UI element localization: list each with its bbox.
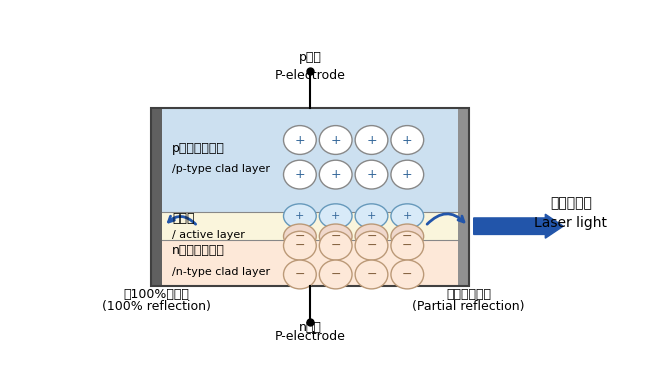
Text: (100% reflection): (100% reflection)	[102, 300, 211, 313]
Text: P-electrode: P-electrode	[275, 69, 346, 82]
Text: +: +	[331, 168, 341, 181]
Ellipse shape	[284, 126, 316, 154]
Text: +: +	[402, 168, 412, 181]
Text: +: +	[295, 211, 304, 221]
Text: /n-type clad layer: /n-type clad layer	[172, 267, 270, 277]
Text: +: +	[331, 211, 341, 221]
Text: n電極: n電極	[299, 321, 321, 334]
Ellipse shape	[319, 126, 352, 154]
Bar	[150, 108, 162, 285]
Bar	[459, 108, 469, 285]
Text: /p-type clad layer: /p-type clad layer	[172, 164, 270, 174]
Text: −: −	[402, 268, 412, 281]
Text: p型クラッド層: p型クラッド層	[172, 142, 225, 155]
Ellipse shape	[355, 160, 388, 189]
Bar	[162, 240, 459, 285]
Text: (Partial reflection): (Partial reflection)	[412, 300, 525, 313]
Text: −: −	[331, 268, 341, 281]
Ellipse shape	[284, 160, 316, 189]
Ellipse shape	[391, 126, 424, 154]
Text: Laser light: Laser light	[535, 216, 607, 230]
Text: レーザー光: レーザー光	[550, 197, 592, 211]
Ellipse shape	[319, 160, 352, 189]
Ellipse shape	[355, 126, 388, 154]
Ellipse shape	[355, 231, 388, 260]
Text: / active layer: / active layer	[172, 230, 245, 240]
Text: +: +	[402, 133, 412, 147]
Text: +: +	[331, 133, 341, 147]
Text: +: +	[366, 133, 377, 147]
Text: （100%反射）: （100%反射）	[123, 288, 189, 301]
Text: +: +	[366, 168, 377, 181]
Text: +: +	[403, 211, 412, 221]
Text: （一部反射）: （一部反射）	[446, 288, 491, 301]
Bar	[162, 212, 459, 240]
Ellipse shape	[391, 260, 424, 289]
Ellipse shape	[355, 204, 388, 229]
Ellipse shape	[319, 260, 352, 289]
Text: n型クラッド層: n型クラッド層	[172, 245, 225, 257]
Text: −: −	[294, 239, 305, 252]
Text: −: −	[366, 230, 377, 243]
Bar	[162, 108, 459, 212]
Text: −: −	[331, 239, 341, 252]
Ellipse shape	[284, 231, 316, 260]
Ellipse shape	[391, 231, 424, 260]
Text: +: +	[367, 211, 376, 221]
FancyArrow shape	[474, 214, 563, 238]
Ellipse shape	[319, 231, 352, 260]
Text: 活性層: 活性層	[172, 212, 195, 225]
Text: p電極: p電極	[299, 51, 321, 64]
Ellipse shape	[284, 204, 316, 229]
Text: −: −	[331, 230, 341, 243]
Ellipse shape	[391, 160, 424, 189]
Text: −: −	[402, 230, 412, 243]
Text: P-electrode: P-electrode	[275, 330, 346, 343]
Text: −: −	[366, 268, 377, 281]
Text: −: −	[294, 268, 305, 281]
Text: −: −	[366, 239, 377, 252]
Ellipse shape	[391, 224, 424, 248]
Text: −: −	[294, 230, 305, 243]
Ellipse shape	[284, 224, 316, 248]
Ellipse shape	[355, 260, 388, 289]
Ellipse shape	[284, 260, 316, 289]
Ellipse shape	[319, 224, 352, 248]
Text: −: −	[402, 239, 412, 252]
Bar	[150, 108, 469, 285]
Ellipse shape	[355, 224, 388, 248]
Ellipse shape	[391, 204, 424, 229]
Text: +: +	[294, 133, 305, 147]
Ellipse shape	[319, 204, 352, 229]
Text: +: +	[294, 168, 305, 181]
